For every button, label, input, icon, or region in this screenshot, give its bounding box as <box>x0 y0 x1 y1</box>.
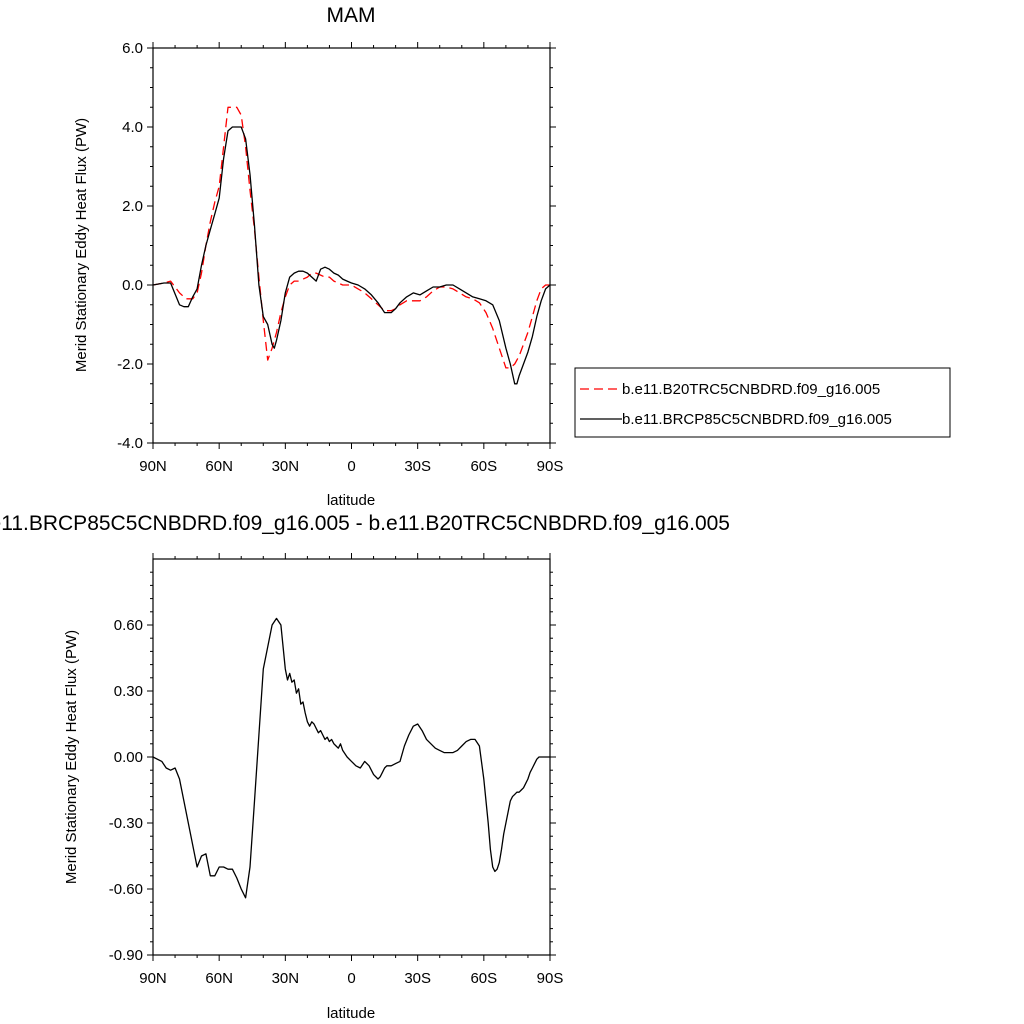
top-x-tick-label: 90N <box>139 458 167 475</box>
bottom-y-tick-label: 0.60 <box>114 617 143 634</box>
top-series-line-1 <box>152 106 550 369</box>
bottom-series-line-1 <box>152 617 550 899</box>
bottom-chart-title: b.e11.BRCP85C5CNBDRD.f09_g16.005 - b.e11… <box>0 512 730 535</box>
bottom-x-tick-label: 30N <box>272 970 300 987</box>
bottom-x-tick-label: 90N <box>139 970 167 987</box>
bottom-axes-ticks: 90N 60N 30N 0 30S 60S 90S -0.90 -0.60 -0.30 0.00 0.… <box>109 553 564 987</box>
bottom-x-tick-label: 60S <box>470 970 497 987</box>
bottom-plot-frame <box>152 558 551 956</box>
legend-label-series-1: b.e11.B20TRC5CNBDRD.f09_g16.005 <box>622 381 880 398</box>
top-plot-area <box>152 106 551 385</box>
bottom-x-tick-label: 90S <box>537 970 564 987</box>
top-plot-frame <box>152 47 551 444</box>
top-x-tick-label: 30S <box>404 458 431 475</box>
bottom-y-tick-label: -0.90 <box>109 947 143 964</box>
top-x-tick-label: 30N <box>272 458 300 475</box>
top-x-tick-label: 90S <box>537 458 564 475</box>
top-y-axis-label: Merid Stationary Eddy Heat Flux (PW) <box>73 118 90 372</box>
top-panel: MAM 90N 60N 30N 0 30S 60S 90S -4.0 -2.0 0.0 2.0 4.0… <box>73 4 951 509</box>
bottom-plot-area <box>152 617 550 899</box>
bottom-y-tick-label: -0.60 <box>109 881 143 898</box>
bottom-x-tick-label: 60N <box>205 970 233 987</box>
top-x-tick-label: 0 <box>347 458 355 475</box>
bottom-x-axis-label: latitude <box>327 1005 375 1022</box>
top-y-tick-label: 2.0 <box>122 198 143 215</box>
bottom-x-tick-label: 30S <box>404 970 431 987</box>
top-y-tick-label: 4.0 <box>122 119 143 136</box>
legend-label-series-2: b.e11.BRCP85C5CNBDRD.f09_g16.005 <box>622 411 892 428</box>
bottom-y-axis-label: Merid Stationary Eddy Heat Flux (PW) <box>63 630 80 884</box>
top-x-tick-label: 60S <box>470 458 497 475</box>
top-y-tick-label: -4.0 <box>117 435 143 452</box>
top-y-tick-label: -2.0 <box>117 356 143 373</box>
top-y-tick-label: 6.0 <box>122 40 143 57</box>
top-x-tick-label: 60N <box>205 458 233 475</box>
top-x-axis-label: latitude <box>327 492 375 509</box>
top-series-line-2 <box>152 126 551 385</box>
top-legend: b.e11.B20TRC5CNBDRD.f09_g16.005 b.e11.BR… <box>574 367 951 438</box>
top-y-tick-label: 0.0 <box>122 277 143 294</box>
bottom-x-tick-label: 0 <box>347 970 355 987</box>
legend-box <box>574 367 951 438</box>
top-axes-ticks: 90N 60N 30N 0 30S 60S 90S -4.0 -2.0 0.0 2.0 4.0 6.0 <box>117 40 563 475</box>
bottom-y-tick-label: 0.00 <box>114 749 143 766</box>
top-chart-title: MAM <box>327 4 376 27</box>
bottom-y-tick-label: 0.30 <box>114 683 143 700</box>
bottom-y-tick-label: -0.30 <box>109 815 143 832</box>
bottom-panel: b.e11.BRCP85C5CNBDRD.f09_g16.005 - b.e11… <box>0 512 730 1022</box>
